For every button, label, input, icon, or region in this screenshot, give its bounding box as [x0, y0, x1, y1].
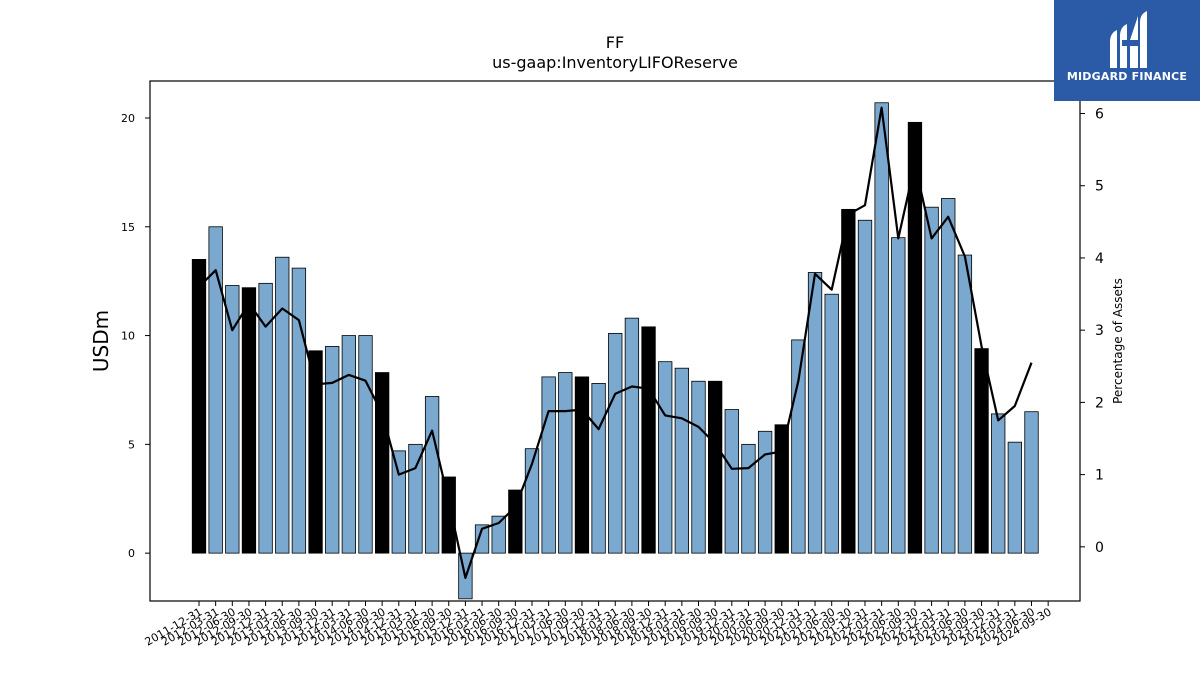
bar — [941, 198, 956, 554]
y-tick-label: 15 — [121, 221, 135, 234]
bar — [691, 380, 706, 554]
bar — [824, 293, 839, 554]
bar — [708, 380, 723, 554]
bar — [258, 282, 273, 554]
y2-tick-label: 5 — [1095, 179, 1104, 195]
y2-tick-label: 6 — [1095, 107, 1104, 123]
bar — [574, 376, 590, 554]
midgard-logo-icon — [1110, 11, 1147, 68]
bar — [325, 346, 340, 554]
bar — [441, 476, 456, 554]
bar — [341, 335, 357, 554]
bar — [391, 450, 406, 554]
bar — [1024, 411, 1039, 554]
bar — [558, 372, 573, 554]
bar — [241, 287, 257, 554]
bar — [991, 413, 1006, 554]
logo: MIDGARD FINANCE — [1054, 0, 1200, 101]
bar — [641, 326, 656, 554]
bar — [741, 443, 756, 554]
y-tick-label: 0 — [128, 547, 135, 560]
bar — [308, 350, 323, 554]
bar — [408, 443, 423, 554]
bar — [374, 372, 390, 554]
bar — [658, 361, 673, 554]
logo-text: MIDGARD FINANCE — [1066, 70, 1188, 83]
bar — [358, 335, 373, 554]
y2-tick-label: 2 — [1095, 395, 1104, 411]
plot-area: 0510152001234562011-12-312012-03-312012-… — [121, 80, 1104, 649]
bar — [291, 267, 307, 554]
bar — [608, 332, 623, 554]
bar — [225, 285, 240, 554]
bar — [874, 102, 889, 554]
bar — [508, 489, 523, 554]
y-tick-label: 10 — [121, 330, 135, 343]
bar — [208, 226, 223, 554]
y2-tick-label: 0 — [1095, 540, 1104, 556]
y-tick-label: 20 — [121, 112, 135, 125]
bar — [791, 339, 806, 554]
bar — [191, 259, 207, 554]
y2-tick-label: 3 — [1095, 323, 1104, 339]
bar — [591, 383, 606, 554]
bar — [1007, 441, 1022, 554]
bar — [924, 206, 939, 554]
series-line — [198, 106, 1033, 580]
y-tick-label: 5 — [128, 438, 135, 451]
y2-tick-label: 1 — [1095, 468, 1104, 484]
chart-title: FF — [606, 33, 624, 52]
bar — [841, 208, 856, 554]
bar — [491, 515, 506, 554]
bar — [891, 237, 906, 554]
bar — [275, 256, 290, 554]
bar — [474, 524, 490, 554]
bar — [774, 424, 789, 554]
bar — [957, 254, 973, 554]
bar — [424, 396, 440, 554]
bar — [907, 121, 923, 554]
y-axis-label: USDm — [89, 310, 113, 372]
bar — [624, 317, 640, 554]
bar — [757, 430, 773, 554]
y2-axis-label: Percentage of Assets — [1111, 278, 1125, 404]
bar — [674, 367, 689, 554]
bar — [724, 409, 739, 554]
bar — [807, 272, 823, 554]
y2-tick-label: 4 — [1095, 251, 1104, 267]
bar — [541, 376, 556, 554]
bar — [974, 348, 989, 554]
bar — [857, 219, 873, 554]
chart-subtitle: us-gaap:InventoryLIFOReserve — [492, 53, 738, 72]
